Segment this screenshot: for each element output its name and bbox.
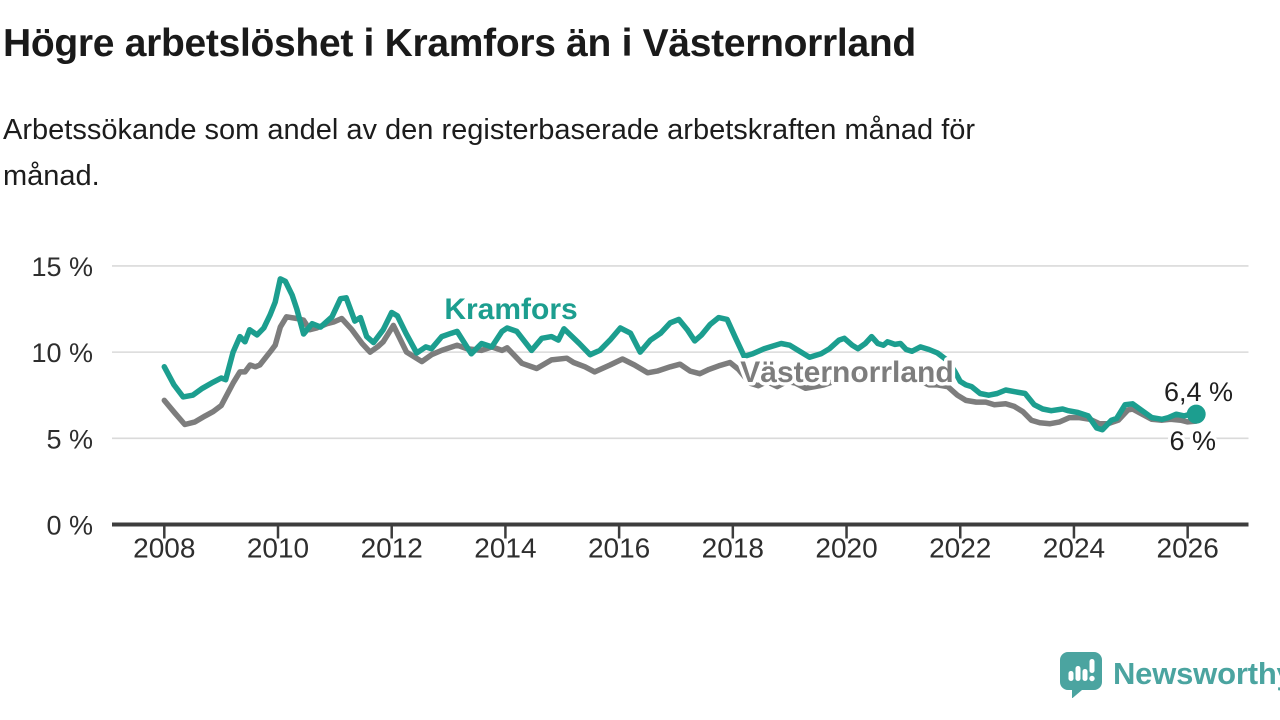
- x-tick-label-2014: 2014: [474, 533, 536, 564]
- x-tick-label-2010: 2010: [247, 533, 309, 564]
- bar-3: [1082, 669, 1088, 681]
- chart-subtitle: Arbetssökande som andel av den registerb…: [3, 107, 975, 199]
- x-tick-label-2012: 2012: [361, 533, 423, 564]
- bubble-shape: [1060, 652, 1102, 698]
- bar-1: [1068, 671, 1074, 681]
- end-value-label-0: 6,4 %: [1164, 377, 1233, 407]
- exclamation-stem: [1089, 659, 1095, 673]
- y-tick-label-10: 10 %: [31, 338, 93, 368]
- x-tick-label-2008: 2008: [133, 533, 195, 564]
- chart-title: Högre arbetslöshet i Kramfors än i Väste…: [3, 22, 916, 65]
- x-tick-label-2020: 2020: [815, 533, 877, 564]
- newsworthy-bubble-icon: [1060, 652, 1102, 698]
- series-line-kramfors: [161, 276, 1199, 433]
- end-value-label-1: 6 %: [1169, 426, 1216, 456]
- x-tick-label-2016: 2016: [588, 533, 650, 564]
- exclamation-dot: [1089, 675, 1095, 682]
- y-tick-label-5: 5 %: [46, 424, 93, 454]
- series-label-västernorrland: Västernorrland: [740, 356, 953, 389]
- newsworthy-wordmark: Newsworthy: [1113, 656, 1280, 691]
- x-tick-label-2026: 2026: [1157, 533, 1219, 564]
- series-label-kramfors: Kramfors: [444, 293, 577, 326]
- y-tick-label-0: 0 %: [46, 511, 93, 541]
- x-tick-label-2018: 2018: [702, 533, 764, 564]
- x-tick-label-2022: 2022: [929, 533, 991, 564]
- newsworthy-logo: Newsworthy: [1058, 650, 1280, 698]
- subtitle-line-2: månad.: [3, 160, 100, 192]
- series-line-västernorrland: [161, 314, 1199, 428]
- y-tick-label-15: 15 %: [31, 252, 93, 282]
- end-dot-kramfors: [1186, 404, 1206, 424]
- x-tick-label-2024: 2024: [1043, 533, 1105, 564]
- bar-2: [1075, 666, 1081, 681]
- subtitle-line-1: Arbetssökande som andel av den registerb…: [3, 114, 976, 146]
